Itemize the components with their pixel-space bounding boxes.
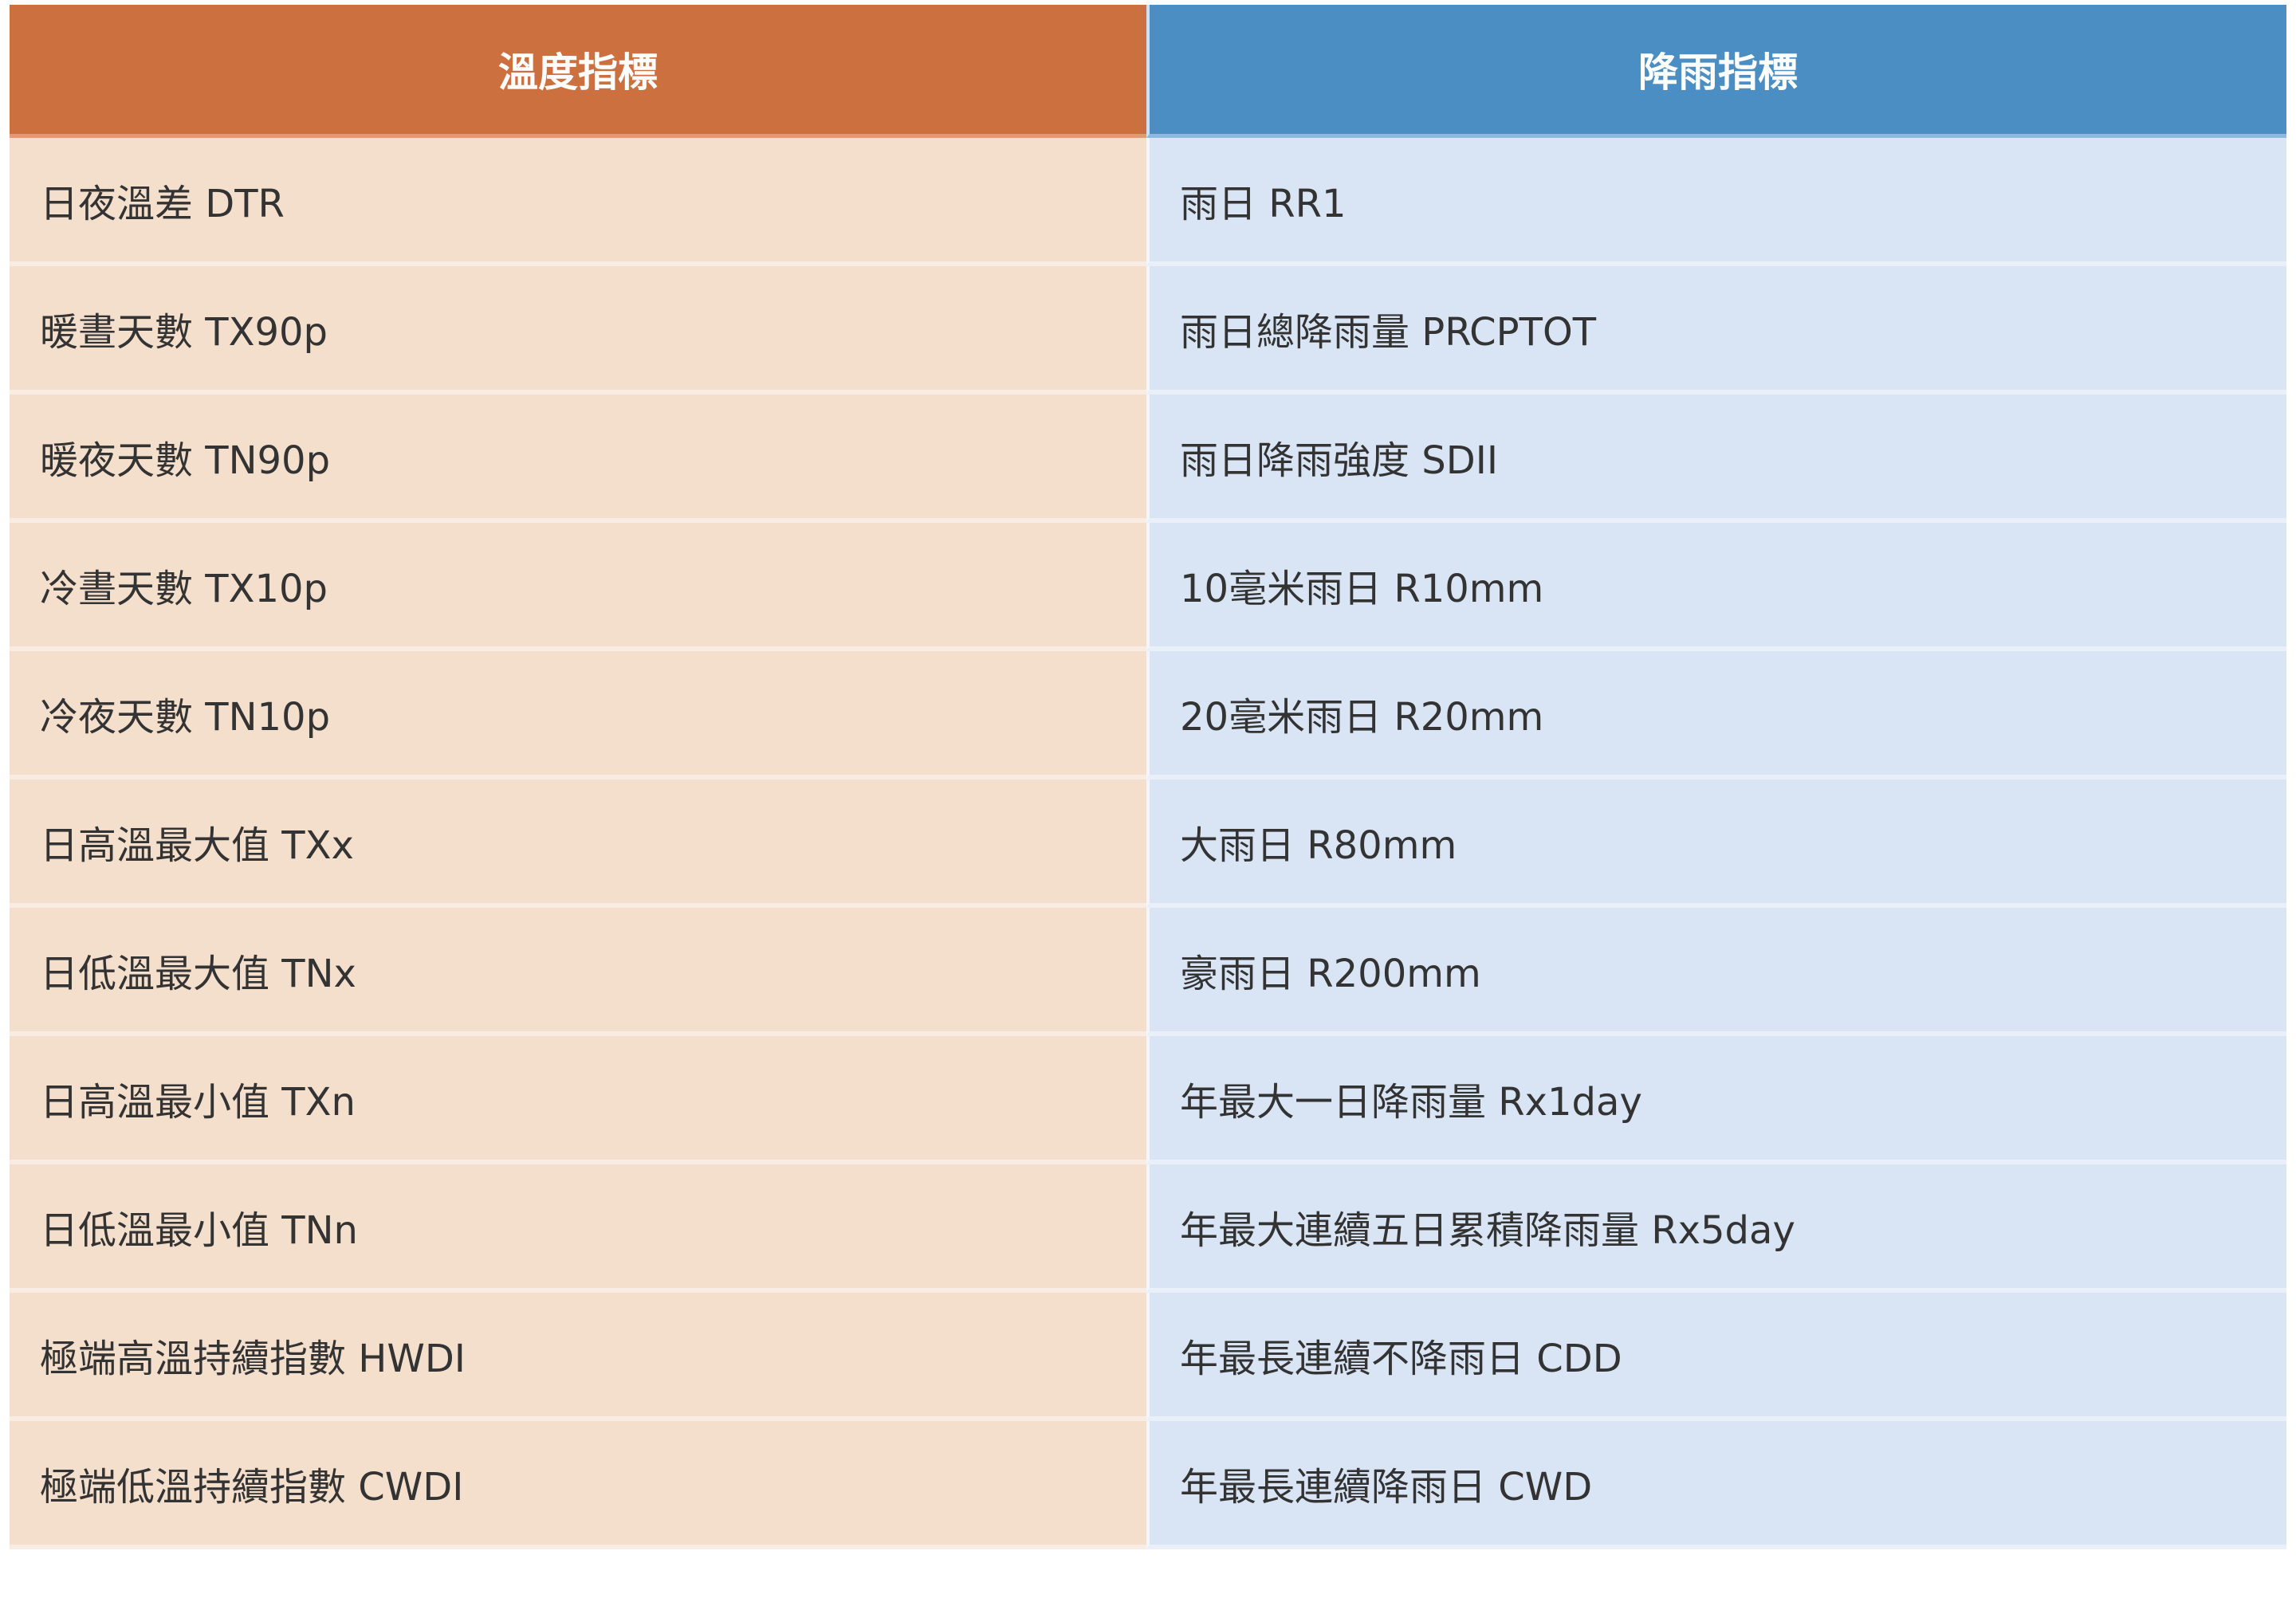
temperature-indicator-cell: 暖夜天數 TN90p xyxy=(10,395,1146,523)
header-temperature: 溫度指標 xyxy=(10,5,1146,138)
rainfall-indicator-cell: 20毫米雨日 R20mm xyxy=(1146,651,2286,779)
temperature-indicator-cell: 暖晝天數 TX90p xyxy=(10,266,1146,395)
temperature-indicator-cell: 日夜溫差 DTR xyxy=(10,138,1146,266)
rainfall-indicator-cell: 年最長連續降雨日 CWD xyxy=(1146,1421,2286,1549)
temperature-indicator-cell: 極端高溫持續指數 HWDI xyxy=(10,1293,1146,1421)
temperature-indicator-cell: 冷夜天數 TN10p xyxy=(10,651,1146,779)
temperature-indicator-cell: 冷晝天數 TX10p xyxy=(10,523,1146,651)
rainfall-indicator-cell: 雨日 RR1 xyxy=(1146,138,2286,266)
temperature-indicator-cell: 日高溫最小值 TXn xyxy=(10,1036,1146,1164)
rainfall-indicator-cell: 豪雨日 R200mm xyxy=(1146,908,2286,1036)
rainfall-indicator-cell: 年最大連續五日累積降雨量 Rx5day xyxy=(1146,1164,2286,1293)
rainfall-indicator-cell: 雨日總降雨量 PRCPTOT xyxy=(1146,266,2286,395)
rainfall-indicator-cell: 大雨日 R80mm xyxy=(1146,779,2286,908)
temperature-indicator-cell: 日高溫最大值 TXx xyxy=(10,779,1146,908)
rainfall-indicator-cell: 10毫米雨日 R10mm xyxy=(1146,523,2286,651)
header-rainfall: 降雨指標 xyxy=(1146,5,2286,138)
temperature-indicator-cell: 日低溫最小值 TNn xyxy=(10,1164,1146,1293)
rainfall-indicator-cell: 雨日降雨強度 SDII xyxy=(1146,395,2286,523)
indicator-table: 溫度指標 降雨指標 日夜溫差 DTR 雨日 RR1 暖晝天數 TX90p 雨日總降雨量… xyxy=(10,5,2286,1549)
temperature-indicator-cell: 極端低溫持續指數 CWDI xyxy=(10,1421,1146,1549)
temperature-indicator-cell: 日低溫最大值 TNx xyxy=(10,908,1146,1036)
rainfall-indicator-cell: 年最長連續不降雨日 CDD xyxy=(1146,1293,2286,1421)
rainfall-indicator-cell: 年最大一日降雨量 Rx1day xyxy=(1146,1036,2286,1164)
